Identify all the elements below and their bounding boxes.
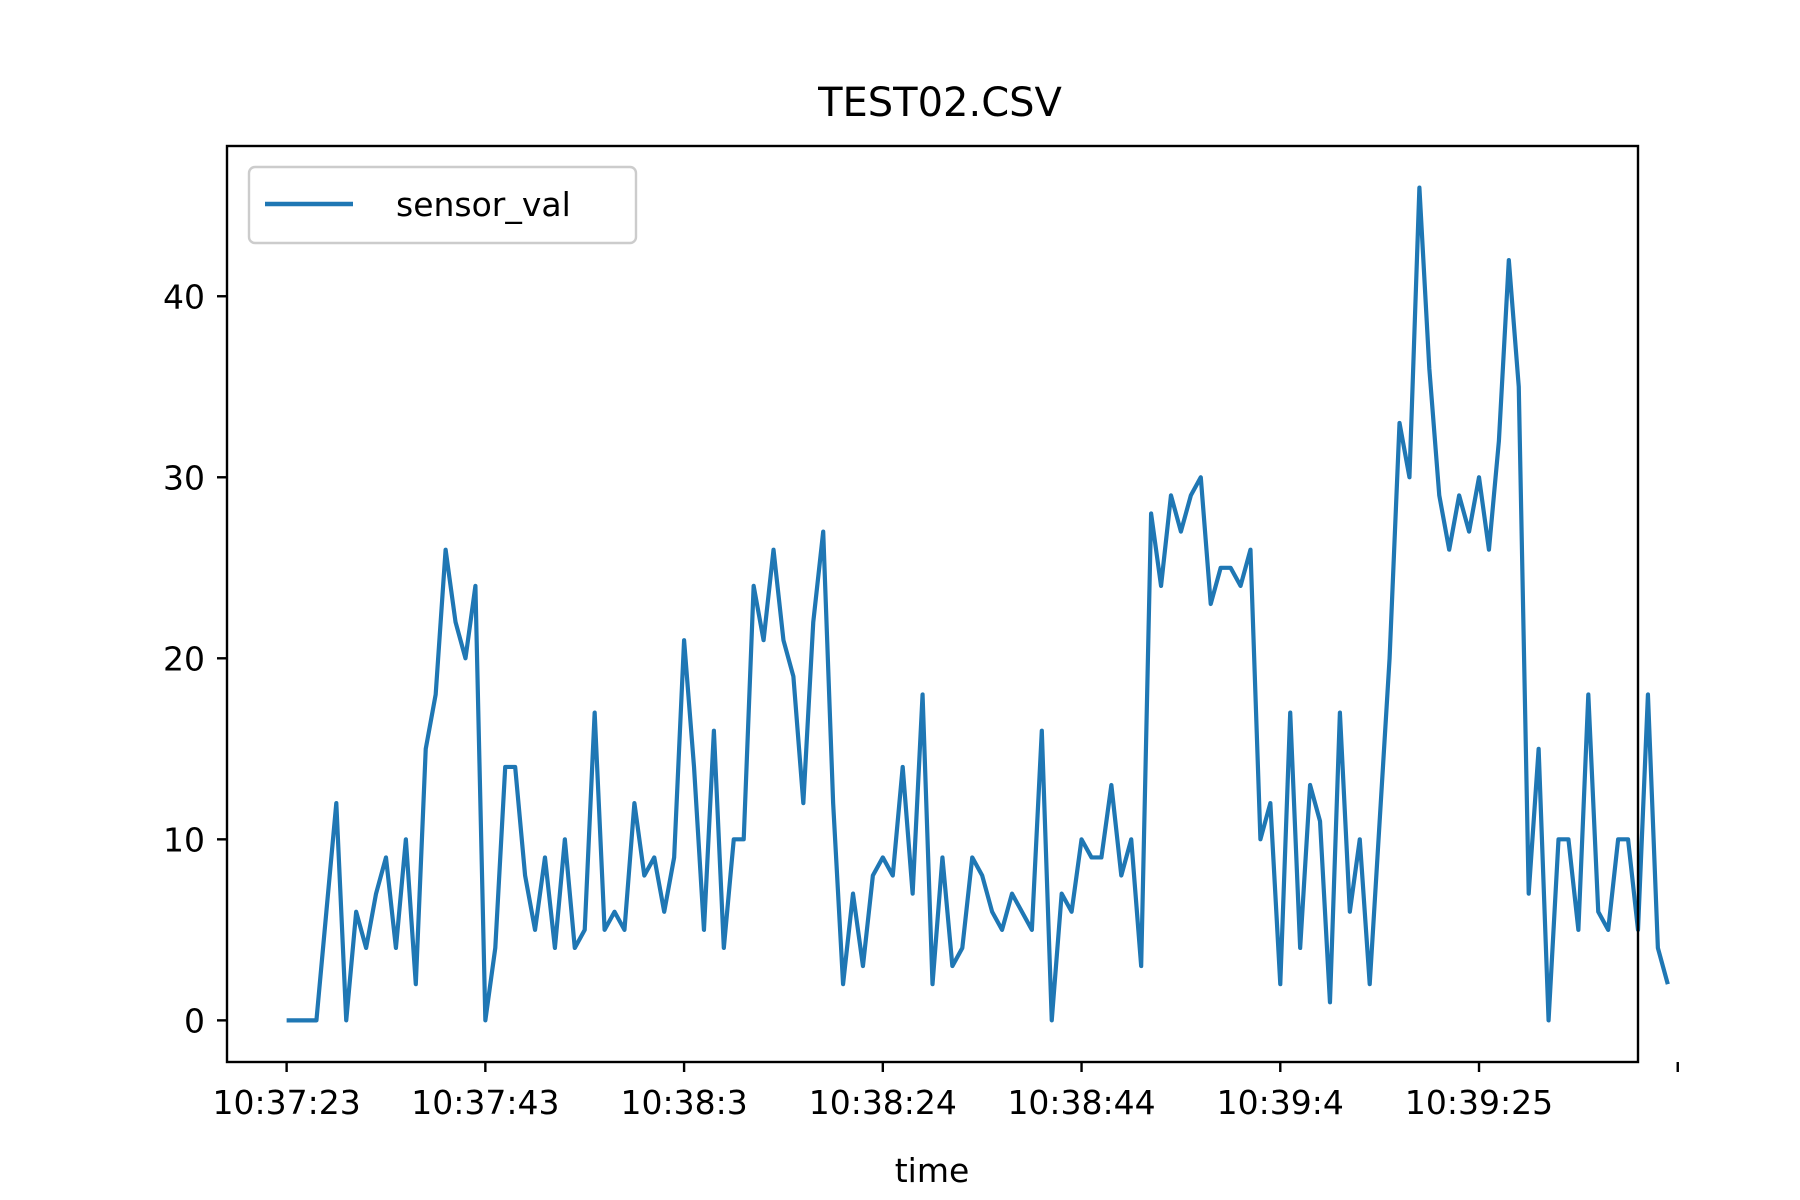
chart-title: TEST02.CSV	[817, 80, 1062, 126]
plot-area	[286, 185, 1670, 1023]
x-tick-label: 10:37:43	[411, 1083, 559, 1122]
x-tick-label: 10:38:44	[1007, 1083, 1155, 1122]
legend-box	[247, 165, 638, 245]
x-tick-label: 10:38:24	[809, 1083, 957, 1122]
plot-frame	[225, 144, 1640, 1064]
x-axis-label: time	[895, 1151, 970, 1190]
y-tick-label: 30	[163, 458, 205, 497]
series-line-sensor-val	[286, 185, 1670, 1023]
y-tick-label: 0	[184, 1001, 205, 1040]
y-tick-label: 20	[163, 639, 205, 678]
x-tick-label: 10:37:23	[213, 1083, 361, 1122]
x-tick-label: 10:38:3	[620, 1083, 747, 1122]
x-tick-label: 10:39:4	[1217, 1083, 1344, 1122]
x-axis: 10:37:23 10:37:43 10:38:3 10:38:24 10:38:44 1…	[213, 1062, 1679, 1122]
y-tick-label: 10	[163, 820, 205, 859]
y-tick-label: 40	[163, 277, 205, 316]
legend: sensor_val	[247, 165, 638, 245]
y-axis: 0 10 20 30 40	[163, 277, 227, 1040]
legend-label-sensor-val: sensor_val	[396, 185, 571, 224]
x-tick-label: 10:39:25	[1405, 1083, 1553, 1122]
